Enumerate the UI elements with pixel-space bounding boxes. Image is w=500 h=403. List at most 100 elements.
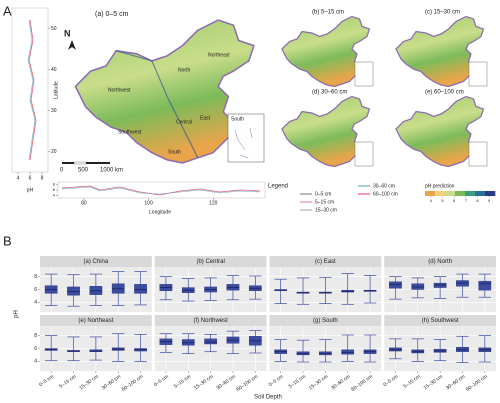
axis-title: Latitude bbox=[53, 81, 59, 99]
x-tick-label: 8 bbox=[41, 175, 44, 181]
x-tick-label: 30–60 cm bbox=[101, 374, 122, 392]
colorbar-tick-label: 5 bbox=[441, 198, 444, 203]
lon-profile-line bbox=[61, 186, 261, 195]
x-tick-label: 15–30 cm bbox=[308, 374, 329, 392]
lat-profile-frame bbox=[11, 7, 49, 173]
box bbox=[478, 280, 492, 291]
legend-label: 30–60 cm bbox=[373, 183, 395, 189]
y-tick-label: 8 bbox=[34, 274, 37, 280]
map-title: (a) 0–5 cm bbox=[95, 11, 129, 18]
facet-title: (c) East bbox=[315, 259, 336, 265]
box bbox=[389, 281, 402, 289]
legend-title: Legend bbox=[268, 184, 288, 190]
y-tick-label: 50 bbox=[51, 26, 57, 32]
y-tick-label: 8 bbox=[34, 333, 37, 339]
panel-label: B bbox=[3, 233, 12, 248]
x-tick-label: 5–15 cm bbox=[288, 374, 307, 390]
axis-title: Longitude bbox=[149, 209, 171, 215]
colorbar-tick-label: 4 bbox=[430, 198, 433, 203]
region-label: Central bbox=[176, 119, 192, 125]
inset-frame bbox=[227, 113, 265, 163]
x-tick-label: 5–15 cm bbox=[58, 374, 77, 390]
small-map-title: (c) 15–30 cm bbox=[425, 10, 460, 16]
colorbar-tick-label: 8 bbox=[476, 198, 479, 203]
small-map-title: (e) 60–100 cm bbox=[425, 90, 464, 96]
colorbar-segment bbox=[435, 191, 446, 196]
colorbar-segment bbox=[465, 191, 476, 196]
strip-background bbox=[269, 315, 382, 326]
inset-label: South bbox=[231, 116, 244, 122]
y-tick-label: 4 bbox=[34, 300, 37, 306]
x-tick-label: 0–5 cm bbox=[38, 374, 55, 388]
x-tick-label: 6 bbox=[29, 175, 32, 181]
box bbox=[134, 284, 147, 294]
x-tick-label: 15–30 cm bbox=[193, 374, 214, 392]
legend-label: 15–30 cm bbox=[315, 207, 337, 213]
x-tick-label: 60–100 cm bbox=[465, 374, 489, 393]
box bbox=[204, 338, 217, 345]
x-tick-label: 30–60 cm bbox=[330, 374, 351, 392]
x-tick-label: 120 bbox=[209, 200, 218, 206]
y-tick-label: 6 bbox=[34, 346, 37, 352]
y-tick-label: 30 bbox=[51, 108, 57, 114]
legend-label: 5–15 cm bbox=[315, 199, 334, 205]
scale-bar bbox=[73, 161, 87, 165]
legend-label: 0–5 cm bbox=[315, 191, 331, 197]
strip-background bbox=[154, 256, 267, 267]
lat-profile-line bbox=[27, 19, 36, 161]
strip-background bbox=[40, 256, 152, 267]
colorbar-title: pH prediction bbox=[425, 183, 455, 189]
colorbar-segment bbox=[425, 191, 436, 196]
x-tick-label: 5–15 cm bbox=[403, 374, 422, 390]
strip-background bbox=[384, 256, 496, 267]
x-tick-label: 80 bbox=[81, 200, 87, 206]
colorbar-segment bbox=[485, 191, 496, 196]
lat-profile-line bbox=[28, 19, 37, 161]
lon-profile-line bbox=[61, 185, 261, 196]
x-tick-label: 0–5 cm bbox=[268, 374, 285, 388]
y-tick-label: 8 bbox=[53, 182, 56, 187]
y-tick-label: 4 bbox=[53, 192, 56, 197]
x-tick-label: 0–5 cm bbox=[153, 374, 170, 388]
north-arrow-icon bbox=[68, 40, 76, 50]
legend-label: 60–100 cm bbox=[373, 191, 398, 197]
lon-profile-frame bbox=[57, 181, 266, 199]
facet-title: (a) China bbox=[84, 259, 109, 265]
region-label: East bbox=[200, 115, 211, 121]
colorbar-tick-label: 6 bbox=[453, 198, 456, 203]
region-label: Northeast bbox=[208, 52, 230, 58]
facet-title: (h) Southwest bbox=[422, 318, 459, 324]
x-tick-label: 0–5 cm bbox=[382, 374, 399, 388]
facet-title: (g) South bbox=[313, 318, 338, 324]
y-tick-label: 4 bbox=[34, 359, 37, 365]
y-tick-label: 40 bbox=[51, 67, 57, 73]
colorbar-tick-label: 9 bbox=[488, 198, 491, 203]
main-map bbox=[74, 19, 255, 164]
colorbar-tick-label: 7 bbox=[465, 198, 468, 203]
facet-title: (d) North bbox=[428, 259, 452, 265]
axis-title: Soil Depth bbox=[254, 395, 282, 401]
scale-label: 0 bbox=[60, 168, 64, 174]
y-tick-label: 6 bbox=[53, 187, 56, 192]
x-tick-label: 60–100 cm bbox=[350, 374, 374, 393]
colorbar-segment bbox=[445, 191, 456, 196]
scale-label: 1000 km bbox=[100, 168, 123, 174]
axis-title: pH bbox=[27, 187, 34, 193]
x-tick-label: 30–60 cm bbox=[215, 374, 236, 392]
x-tick-label: 30–60 cm bbox=[445, 374, 466, 392]
x-tick-label: 15–30 cm bbox=[78, 374, 99, 392]
x-tick-label: 100 bbox=[144, 200, 153, 206]
x-tick-label: 5–15 cm bbox=[173, 374, 192, 390]
region-label: Northwest bbox=[108, 87, 131, 93]
small-map-title: (b) 5–15 cm bbox=[312, 10, 344, 16]
colorbar-segment bbox=[475, 191, 486, 196]
panel-label: A bbox=[3, 3, 12, 18]
facet-title: (e) Northeast bbox=[78, 318, 113, 324]
colorbar-segment bbox=[455, 191, 466, 196]
strip-background bbox=[384, 315, 496, 326]
x-tick-label: 15–30 cm bbox=[423, 374, 444, 392]
facet-title: (b) Central bbox=[196, 259, 224, 265]
region-label: Southwest bbox=[118, 129, 142, 135]
strip-background bbox=[269, 256, 382, 267]
